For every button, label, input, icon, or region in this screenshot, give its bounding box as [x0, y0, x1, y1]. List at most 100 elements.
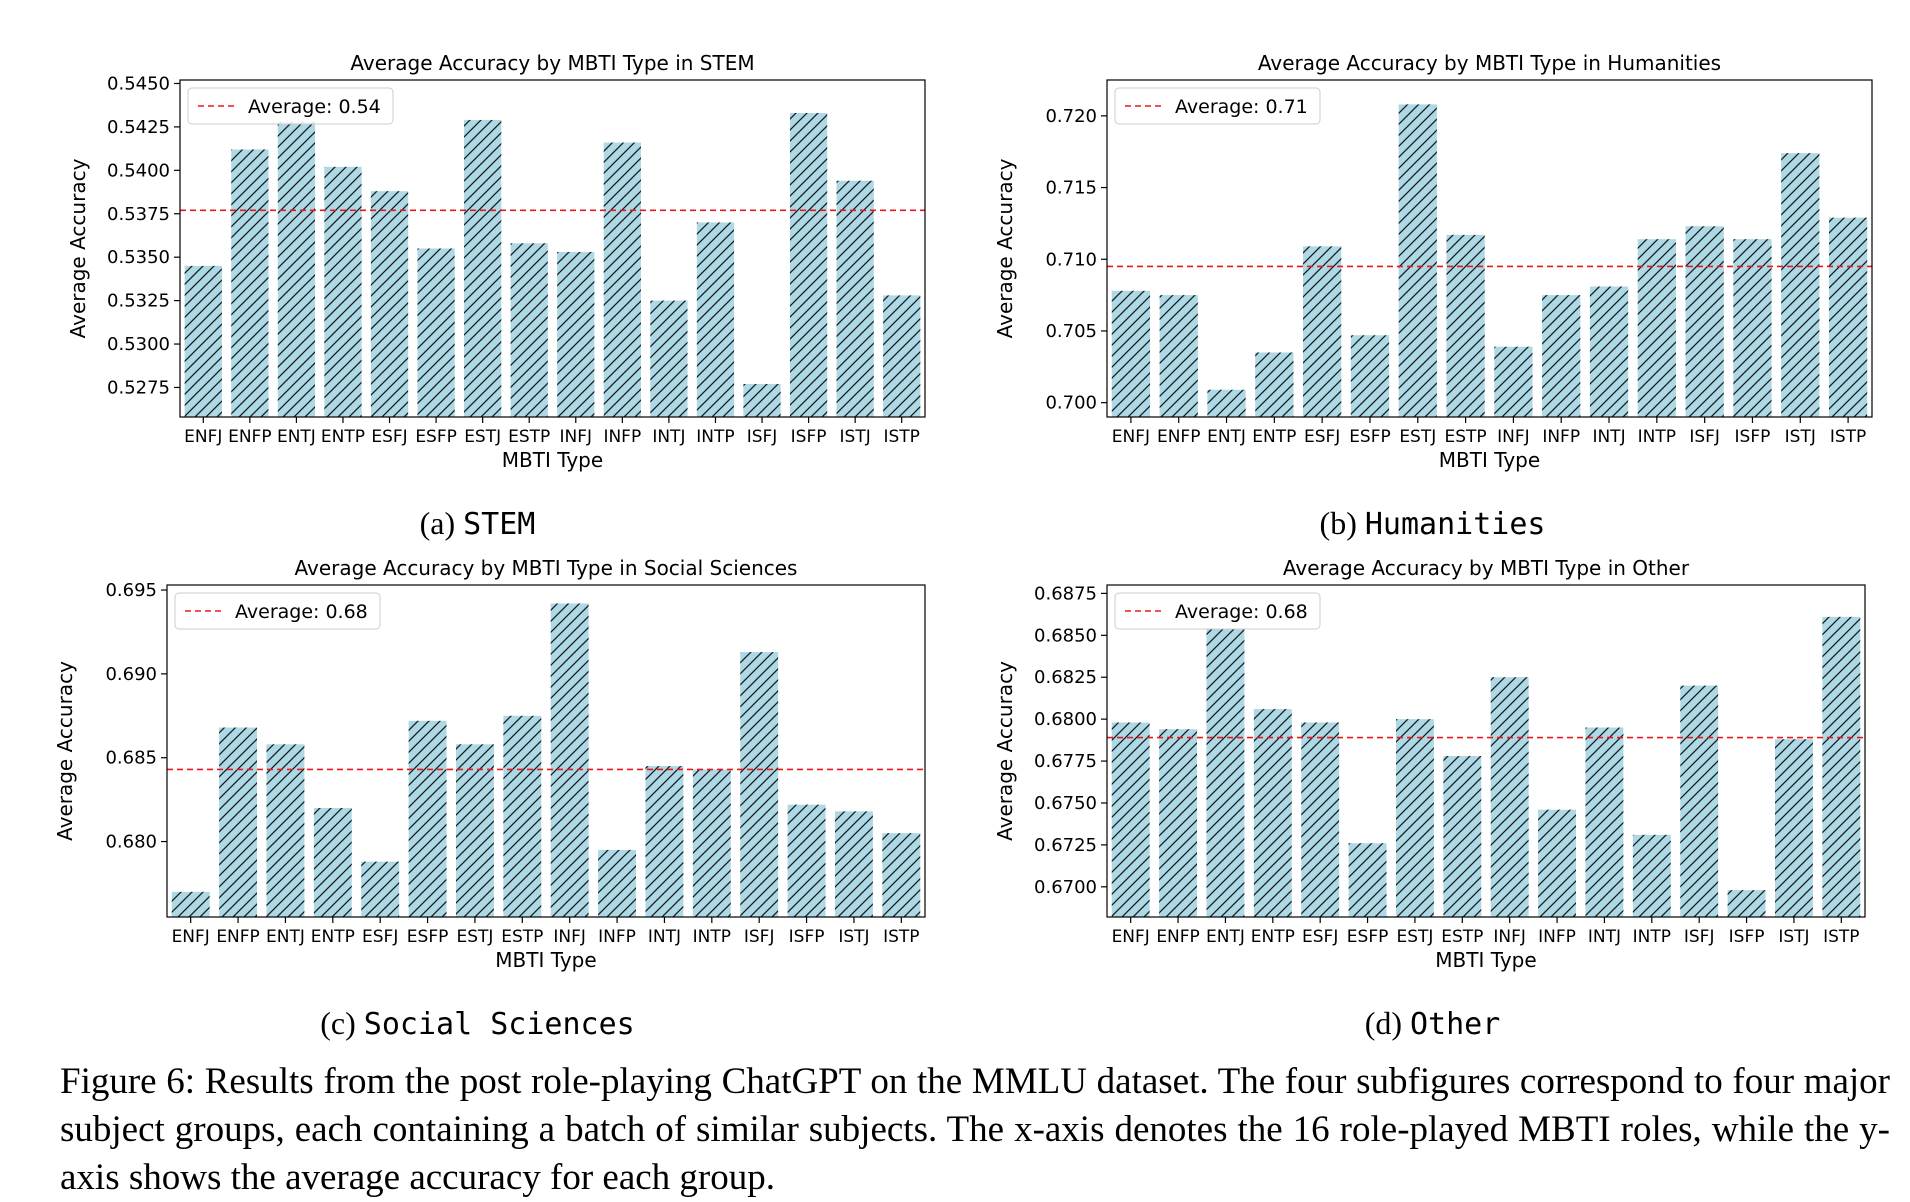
- bar-estj: [464, 119, 502, 417]
- x-tick-label: ISFP: [1729, 927, 1765, 947]
- x-tick-label: INTP: [1638, 427, 1676, 447]
- x-tick-label: ENTP: [1252, 427, 1296, 447]
- bar-enfp: [1159, 729, 1198, 917]
- x-tick-label: INFJ: [1497, 427, 1530, 447]
- bar-esfp: [408, 720, 447, 917]
- x-tick-label: INFP: [603, 427, 641, 447]
- subcaption-stem: (a) STEM: [0, 505, 955, 542]
- y-tick-label: 0.680: [105, 832, 157, 853]
- bar-intj: [1585, 727, 1624, 917]
- subcaption-other: (d) Other: [955, 1005, 1910, 1042]
- x-tick-label: ENFJ: [172, 927, 210, 947]
- x-tick-label: ISFP: [1735, 427, 1771, 447]
- legend-label: Average: 0.71: [1175, 96, 1308, 118]
- x-tick-label: INTP: [1633, 927, 1671, 947]
- y-tick-label: 0.5325: [107, 291, 170, 312]
- bar-isfp: [1727, 890, 1766, 917]
- x-tick-label: INTJ: [652, 427, 685, 447]
- figure-caption: Figure 6: Results from the post role-pla…: [60, 1061, 1890, 1198]
- legend-box: [187, 87, 394, 125]
- x-tick-label: ESTP: [1445, 427, 1487, 447]
- plot-frame: [179, 79, 926, 418]
- x-tick-label: ESTP: [1441, 927, 1483, 947]
- legend-box: [174, 592, 381, 630]
- x-tick-label: ISFJ: [1684, 927, 1715, 947]
- subcaption-label: (b): [1319, 505, 1357, 541]
- bar-isfj: [1685, 226, 1724, 417]
- bar-estj: [1395, 719, 1434, 917]
- y-tick-label: 0.6800: [1034, 709, 1097, 730]
- y-tick-label: 0.6775: [1034, 751, 1097, 772]
- bar-istp: [1822, 616, 1861, 917]
- x-tick-label: ISTP: [883, 427, 919, 447]
- legend: Average: 0.71: [1114, 87, 1321, 125]
- x-tick-label: ESFP: [1349, 427, 1391, 447]
- subcaption-text: Other: [1410, 1007, 1501, 1042]
- x-tick-label: ESTJ: [456, 927, 493, 947]
- y-tick-label: 0.710: [1045, 249, 1097, 270]
- x-tick-label: ESFJ: [1302, 927, 1338, 947]
- x-tick-label: ISTP: [1830, 427, 1866, 447]
- x-tick-label: ISTJ: [838, 927, 869, 947]
- subcaption-text: Humanities: [1364, 507, 1546, 542]
- bar-isfj: [743, 383, 781, 417]
- y-tick-label: 0.685: [105, 748, 157, 769]
- bar-enfp: [219, 727, 258, 917]
- y-tick-label: 0.6725: [1034, 835, 1097, 856]
- bar-intp: [1632, 834, 1671, 917]
- x-tick-label: ESTJ: [1399, 427, 1436, 447]
- bar-entp: [1253, 709, 1292, 917]
- bar-estj: [455, 744, 494, 917]
- y-tick-label: 0.695: [105, 580, 157, 601]
- legend-label: Average: 0.54: [248, 96, 381, 118]
- bar-infp: [1538, 809, 1577, 917]
- y-tick-label: 0.5275: [107, 377, 170, 398]
- plot-frame: [1106, 584, 1866, 918]
- bar-enfj: [171, 891, 210, 917]
- legend-box: [1114, 592, 1321, 630]
- legend: Average: 0.68: [1114, 592, 1321, 630]
- bar-infj: [550, 603, 589, 917]
- x-tick-label: ENTP: [311, 927, 355, 947]
- x-tick-label: ESFP: [1347, 927, 1389, 947]
- y-tick-label: 0.5425: [107, 117, 170, 138]
- subcaption-text: STEM: [463, 507, 536, 542]
- x-tick-label: ESFJ: [362, 927, 398, 947]
- bar-estp: [1446, 234, 1485, 417]
- bar-entj: [1206, 628, 1245, 917]
- x-tick-label: ISFJ: [747, 427, 778, 447]
- chart-title: Average Accuracy by MBTI Type in Humanit…: [1258, 51, 1721, 75]
- y-tick-label: 0.6875: [1034, 583, 1097, 604]
- x-tick-label: ESTJ: [464, 427, 501, 447]
- bar-intp: [1637, 239, 1676, 417]
- chart-panel-other: Average Accuracy by MBTI Type in Other 0.…: [955, 545, 1910, 1045]
- subcaption-social-sciences: (c) Social Sciences: [0, 1005, 955, 1042]
- x-tick-label: ENTJ: [1207, 427, 1246, 447]
- chart-svg-other: Average Accuracy by MBTI Type in Other 0.…: [993, 556, 1866, 972]
- bar-intj: [1589, 286, 1629, 417]
- x-tick-label: ESFP: [407, 927, 449, 947]
- chart-panel-humanities: Average Accuracy by MBTI Type in Humanit…: [955, 40, 1910, 540]
- y-axis-label: Average Accuracy: [53, 661, 77, 841]
- x-tick-label: ENTP: [1251, 927, 1295, 947]
- x-axis-label: MBTI Type: [1439, 448, 1540, 472]
- x-tick-label: ENTJ: [266, 927, 305, 947]
- y-tick-label: 0.6700: [1034, 877, 1097, 898]
- x-tick-label: ISTP: [883, 927, 919, 947]
- bar-esfj: [1303, 246, 1342, 417]
- y-tick-label: 0.5350: [107, 247, 170, 268]
- chart-svg-social-sciences: Average Accuracy by MBTI Type in Social …: [53, 556, 926, 972]
- bar-istj: [834, 811, 873, 917]
- x-tick-label: ISTJ: [1778, 927, 1809, 947]
- bar-estp: [1443, 756, 1482, 917]
- bar-isfj: [740, 652, 779, 917]
- x-tick-label: ENFP: [216, 927, 260, 947]
- x-tick-label: INFJ: [1493, 927, 1526, 947]
- x-tick-label: ISTJ: [1785, 427, 1816, 447]
- bar-enfj: [1111, 722, 1150, 917]
- x-tick-label: INFJ: [553, 927, 586, 947]
- y-tick-label: 0.5400: [107, 160, 170, 181]
- bar-estp: [510, 243, 548, 417]
- bar-esfp: [1348, 843, 1387, 917]
